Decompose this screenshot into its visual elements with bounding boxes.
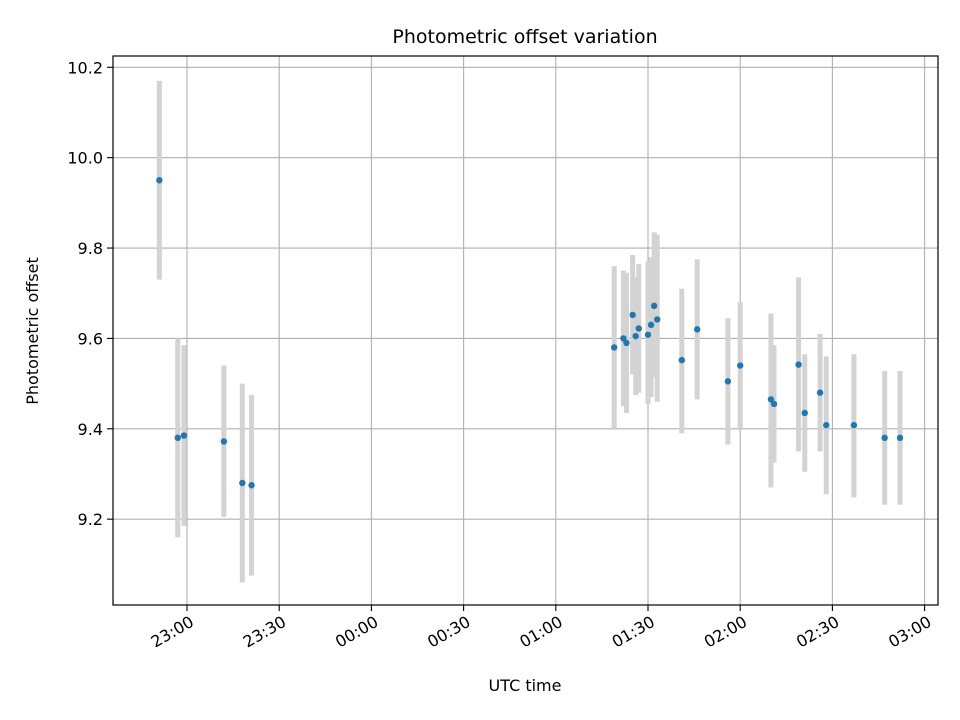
y-tick-label: 9.4 [78,420,103,439]
y-tick-label: 9.8 [78,239,103,258]
data-point [896,434,904,442]
data-point [823,421,830,429]
data-point [239,479,246,487]
data-point [650,302,658,310]
data-point [620,335,627,342]
data-point [850,421,858,429]
x-axis-label: UTC time [489,676,562,695]
chart-title: Photometric offset variation [392,26,657,48]
y-tick-label: 9.2 [78,510,103,529]
data-point [156,177,163,184]
data-point [767,396,775,403]
data-point [632,332,639,340]
data-point [693,326,701,333]
data-point [220,438,228,445]
y-tick-label: 10.2 [67,58,103,77]
data-point [180,432,188,439]
data-point [795,361,802,368]
y-tick-label: 10.0 [67,149,103,168]
data-point [635,325,642,332]
data-point [174,434,181,442]
data-point [610,344,618,351]
y-tick-label: 9.6 [78,329,103,348]
y-axis-label: Photometric offset [23,257,42,405]
data-point [644,331,652,338]
data-point [816,389,824,396]
y-axis-ticks: 9.2 9.4 9.6 9.8 10.0 10.2 [67,58,113,529]
data-point [724,378,732,385]
data-point [629,311,636,319]
data-point [881,434,888,442]
data-point [647,321,655,329]
data-point [654,316,661,323]
plot-frame [112,55,939,606]
data-point [678,356,686,364]
data-point [801,409,808,417]
data-point [737,362,744,369]
data-point [248,482,255,489]
data-points [156,177,904,489]
data-point [770,400,778,408]
data-point [623,339,630,347]
